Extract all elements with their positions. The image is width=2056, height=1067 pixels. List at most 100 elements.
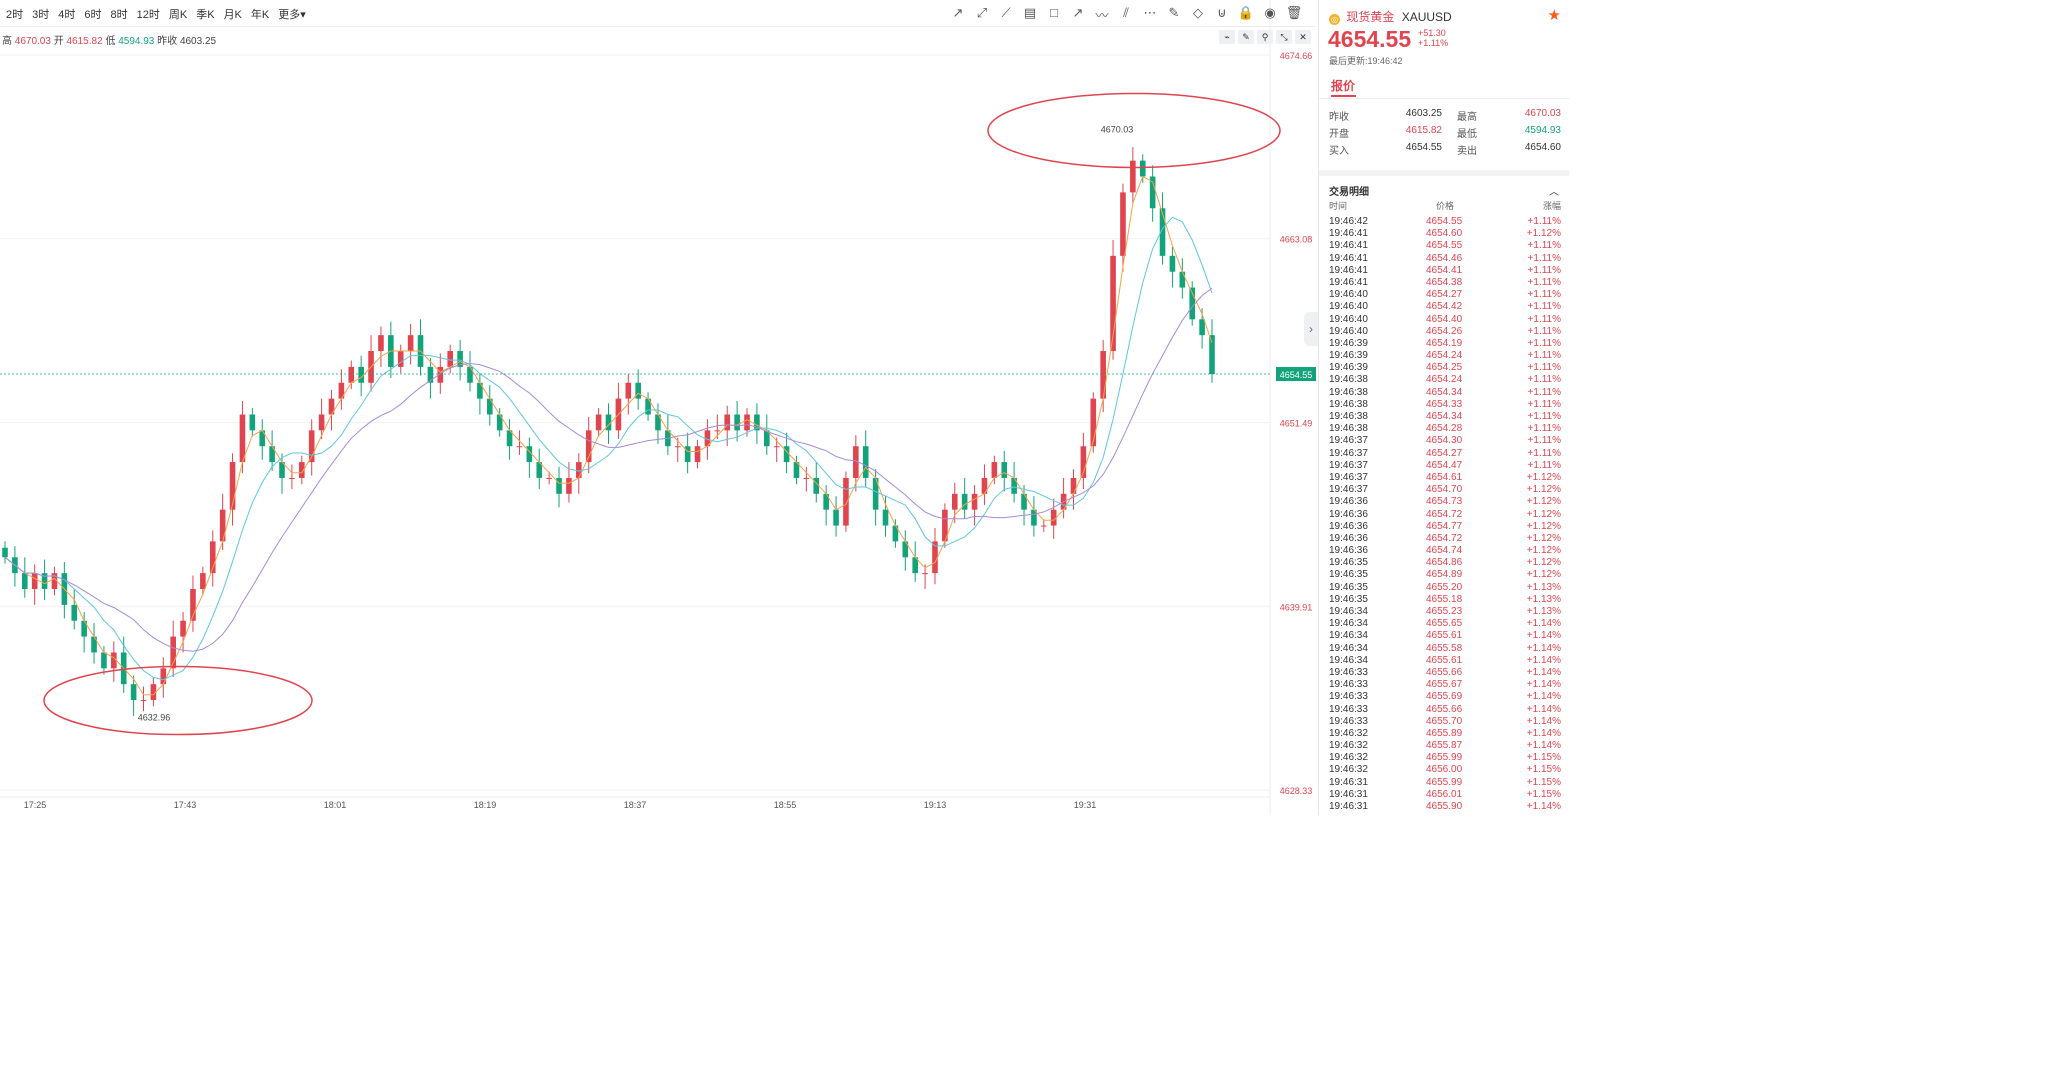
trade-price: 4654.26: [1426, 325, 1463, 337]
interval-8[interactable]: 月K: [223, 9, 242, 21]
trade-change: +1.15%: [1526, 764, 1561, 776]
trade-change: +1.14%: [1526, 666, 1561, 678]
x-tick-label: 18:01: [324, 800, 347, 810]
interval-3[interactable]: 6时: [84, 9, 102, 21]
interval-4[interactable]: 8时: [110, 9, 128, 21]
trade-time: 19:46:36: [1329, 520, 1368, 532]
trade-row: 19:46:36 4654.73 +1.12%: [1329, 496, 1561, 508]
trade-price: 4654.60: [1426, 228, 1463, 240]
candle-body: [397, 351, 404, 367]
interval-0[interactable]: 2时: [6, 9, 24, 21]
drawing-tool-icon[interactable]: ▤: [1023, 5, 1037, 20]
trade-time: 19:46:31: [1329, 788, 1368, 800]
quote-value: 4654.60: [1524, 142, 1561, 153]
trade-row: 19:46:38 4654.28 +1.11%: [1329, 423, 1561, 435]
chart-setting-icon[interactable]: ✎: [1238, 30, 1254, 44]
trade-price: 4656.00: [1426, 764, 1463, 776]
col-price: 价格: [1436, 201, 1455, 211]
trade-time: 19:46:41: [1329, 240, 1368, 252]
candle-body: [358, 366, 364, 383]
trade-time: 19:46:36: [1329, 532, 1368, 544]
quote-label: 最低: [1457, 129, 1477, 140]
interval-5[interactable]: 12时: [136, 9, 160, 21]
tab-quote[interactable]: 报价: [1331, 79, 1356, 93]
trade-change: +1.12%: [1526, 496, 1561, 508]
trade-row: 19:46:34 4655.58 +1.14%: [1329, 643, 1561, 655]
interval-9[interactable]: 年K: [250, 9, 270, 21]
interval-1[interactable]: 3时: [32, 9, 50, 21]
trade-change: +1.14%: [1526, 740, 1561, 752]
trade-change: +1.11%: [1527, 374, 1561, 386]
trade-time: 19:46:38: [1329, 374, 1368, 386]
trade-price: 4655.67: [1426, 679, 1463, 691]
drawing-tool-icon[interactable]: ◇: [1193, 5, 1203, 20]
low-value: 4594.93: [118, 36, 155, 47]
trade-change: +1.12%: [1526, 228, 1561, 240]
trade-change: +1.14%: [1526, 703, 1561, 715]
trade-row: 19:46:42 4654.55 +1.11%: [1329, 216, 1561, 228]
collapse-panel-button[interactable]: ›: [1304, 312, 1318, 346]
candle-body: [239, 414, 246, 463]
candle-body: [773, 446, 780, 448]
drawing-tool-icon[interactable]: ✎: [1168, 5, 1180, 20]
candle-body: [1041, 525, 1047, 527]
trade-change: +1.11%: [1527, 362, 1561, 374]
trade-price: 4655.70: [1426, 715, 1463, 727]
trade-time: 19:46:37: [1329, 484, 1368, 496]
drawing-tool-icon[interactable]: ⋯: [1143, 5, 1157, 20]
interval-6[interactable]: 周K: [168, 9, 188, 21]
trade-time: 19:46:37: [1329, 471, 1368, 483]
candle-body: [1050, 509, 1057, 526]
candle-body: [576, 462, 582, 478]
trade-change: +1.11%: [1527, 423, 1561, 435]
trade-row: 19:46:37 4654.30 +1.11%: [1329, 435, 1561, 447]
trade-price: 4655.23: [1426, 606, 1463, 617]
trade-time: 19:46:41: [1329, 276, 1368, 288]
collapse-caret-icon[interactable]: ︿: [1549, 187, 1559, 198]
drawing-tool-icon[interactable]: 🔒: [1237, 5, 1255, 20]
trade-row: 19:46:37 4654.47 +1.11%: [1329, 460, 1561, 472]
drawing-tool-icon[interactable]: ⟋: [1001, 5, 1011, 20]
candle-body: [1159, 208, 1166, 256]
drawing-tool-icon[interactable]: ↗: [1072, 5, 1084, 20]
quote-value: 4654.55: [1405, 142, 1442, 153]
trade-time: 19:46:40: [1329, 301, 1368, 313]
candle-body: [823, 493, 829, 510]
interval-10[interactable]: 更多▾: [278, 9, 306, 21]
trade-price: 4655.87: [1426, 740, 1463, 752]
x-tick-label: 17:43: [174, 800, 197, 810]
symbol-header: ◎ 现货黄金 XAUUSD: [1329, 8, 1452, 25]
drawing-tool-icon[interactable]: ⤢: [976, 5, 988, 20]
chart-setting-icon[interactable]: ⤡: [1276, 30, 1292, 44]
trade-time: 19:46:36: [1329, 508, 1368, 520]
chart-settings-icons: ⌁ ✎ ⚲ ⤡ ✕: [1219, 30, 1311, 44]
trade-row: 19:46:41 4654.41 +1.11%: [1329, 265, 1561, 277]
favorite-star-icon[interactable]: ★: [1547, 7, 1561, 24]
prev-close-value: 4603.25: [179, 36, 217, 47]
candle-body: [922, 573, 928, 575]
drawing-tool-icon[interactable]: 🗑: [1285, 5, 1303, 20]
candle-body: [862, 446, 869, 478]
trade-row: 19:46:41 4654.38 +1.11%: [1329, 277, 1561, 289]
drawing-tool-icon[interactable]: ◉: [1264, 5, 1276, 20]
drawing-tool-icon[interactable]: ⫽: [1123, 5, 1129, 20]
candle-body: [1179, 271, 1186, 288]
candle-body: [674, 446, 681, 448]
x-tick-label: 18:19: [474, 800, 497, 810]
chart-setting-icon[interactable]: ✕: [1295, 30, 1311, 44]
drawing-tool-icon[interactable]: 〰: [1095, 8, 1109, 23]
interval-7[interactable]: 季K: [196, 9, 215, 21]
drawing-tool-icon[interactable]: ↗: [952, 5, 964, 20]
gold-coin-icon: ◎: [1329, 14, 1340, 25]
trade-price: 4655.65: [1426, 618, 1463, 630]
chart-setting-icon[interactable]: ⚲: [1257, 30, 1273, 44]
drawing-tool-icon[interactable]: □: [1050, 5, 1058, 20]
chart-setting-icon[interactable]: ⌁: [1219, 30, 1235, 44]
candlestick-chart[interactable]: 4674.66 4663.08 4651.49 4639.91 4628.33 17:25…: [0, 0, 1316, 815]
drawing-tool-icon[interactable]: ⊍: [1217, 5, 1227, 20]
trade-row: 19:46:39 4654.24 +1.11%: [1329, 350, 1561, 362]
quote-label: 最高: [1457, 112, 1477, 123]
trade-row: 19:46:35 4654.86 +1.12%: [1329, 557, 1561, 569]
trades-list: 19:46:42 4654.55 +1.11% 19:46:41 4654.60 +1.1…: [1329, 216, 1561, 813]
interval-2[interactable]: 4时: [58, 9, 76, 21]
